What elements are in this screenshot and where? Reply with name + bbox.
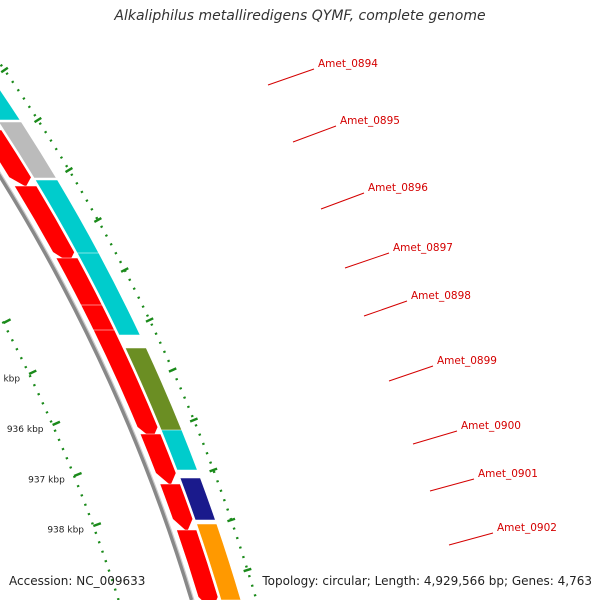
label-leader-line (429, 478, 475, 492)
outer-dotted-circle (0, 61, 258, 600)
label-leader-line (320, 192, 365, 210)
outer-tick (33, 116, 42, 124)
ruler-tick-label: 937 kbp (28, 476, 65, 486)
gene-feature[interactable] (139, 433, 177, 487)
gene-feature[interactable] (176, 529, 219, 600)
gene-feature[interactable] (196, 523, 242, 600)
gene-label[interactable]: Amet_0902 (497, 522, 557, 534)
gene-feature[interactable] (160, 429, 198, 471)
outer-tick (0, 66, 9, 74)
label-leader-line (363, 300, 408, 317)
label-leader-line (448, 532, 494, 546)
gene-label[interactable]: Amet_0899 (437, 355, 497, 367)
gene-feature[interactable] (0, 65, 21, 121)
outer-tick (209, 467, 218, 473)
label-leader-line (388, 365, 434, 382)
outer-tick (120, 267, 129, 273)
genome-backbone (0, 172, 194, 600)
gene-label[interactable]: Amet_0896 (368, 182, 428, 194)
gene-feature[interactable] (0, 129, 32, 188)
gene-feature[interactable] (92, 329, 159, 440)
ruler-tick (2, 318, 12, 325)
ruler-tick-label: 938 kbp (47, 525, 84, 535)
gene-label[interactable]: Amet_0897 (393, 242, 453, 254)
outer-tick (189, 417, 199, 423)
gene-label[interactable]: Amet_0894 (318, 58, 378, 70)
gene-labels: Amet_0894 Amet_0895 Amet_0896 Amet_0897 Amet… (267, 58, 557, 546)
gene-feature[interactable] (159, 483, 194, 533)
ruler-tick (28, 369, 37, 376)
label-leader-line (412, 430, 458, 445)
outer-tick (168, 367, 177, 373)
gene-feature[interactable] (13, 185, 75, 264)
label-leader-line (344, 252, 390, 269)
gene-label[interactable]: Amet_0898 (411, 290, 471, 302)
ruler-tick-label: 935 kbp (0, 374, 20, 384)
outer-tick (227, 517, 236, 523)
outer-tick (93, 217, 102, 223)
map-title: Alkaliphilus metalliredigens QYMF, compl… (114, 8, 486, 24)
label-leader-line (292, 125, 337, 143)
gene-label[interactable]: Amet_0900 (461, 420, 521, 432)
ruler-tick (52, 420, 61, 427)
gene-feature[interactable] (179, 477, 216, 521)
backbone (0, 171, 195, 600)
genome-summary-text: Topology: circular; Length: 4,929,566 bp… (262, 574, 592, 588)
ruler-tick-label: 936 kbp (7, 425, 44, 435)
gene-label[interactable]: Amet_0901 (478, 468, 538, 480)
ruler-tick (73, 471, 82, 478)
genome-backbone-highlight (0, 171, 195, 600)
outer-tick (64, 166, 74, 174)
label-leader-line (267, 68, 315, 86)
accession-text: Accession: NC_009633 (9, 574, 146, 588)
gene-feature[interactable] (76, 252, 141, 336)
outer-tick (145, 317, 154, 323)
ruler-ticks: 928 kbp929 kbp930 kbp931 kbp932 kbp933 k… (0, 61, 258, 600)
outer-tick (243, 567, 252, 573)
gene-feature[interactable] (0, 121, 57, 179)
ruler-tick (92, 522, 102, 528)
gene-features (0, 65, 242, 600)
gene-label[interactable]: Amet_0895 (340, 115, 400, 127)
